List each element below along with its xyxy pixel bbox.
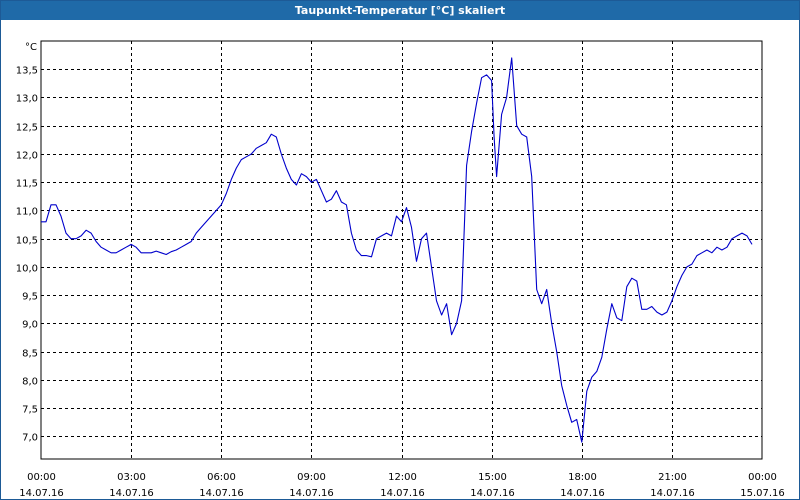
x-tick-date: 14.07.16: [19, 488, 64, 499]
y-tick-labels: 13,5 13,0 12,5 12,0 11,5 11,0 10,5 10,0 9,5 9,0 8,…: [16, 66, 38, 444]
x-tick-time: 09:00: [297, 472, 326, 483]
y-tick-label: 12,0: [16, 151, 38, 162]
x-tick-date: 15.07.16: [740, 488, 785, 499]
chart-title: Taupunkt-Temperatur [°C] skaliert: [1, 1, 799, 20]
y-axis-unit-label: °C: [25, 42, 37, 53]
x-tick-time: 12:00: [388, 472, 417, 483]
x-tick-date: 14.07.16: [650, 488, 695, 499]
gridlines: [41, 41, 762, 459]
y-tick-label: 9,0: [22, 320, 38, 331]
x-tick-time: 21:00: [658, 472, 687, 483]
x-tick-date: 14.07.16: [199, 488, 244, 499]
y-tick-label: 7,0: [22, 433, 38, 444]
x-tick-date: 14.07.16: [109, 488, 154, 499]
y-tick-label: 10,5: [16, 236, 38, 247]
x-tick-date: 14.07.16: [380, 488, 425, 499]
series-line: [41, 57, 753, 443]
x-tick-date: 14.07.16: [289, 488, 334, 499]
y-tick-label: 11,0: [16, 207, 38, 218]
y-tick-label: 13,0: [16, 94, 38, 105]
y-tick-label: 8,0: [22, 377, 38, 388]
x-tick-time: 00:00: [748, 472, 777, 483]
x-tick-time: 00:00: [27, 472, 56, 483]
y-tick-label: 9,5: [22, 292, 38, 303]
x-tick-time: 06:00: [207, 472, 236, 483]
y-tick-label: 7,5: [22, 405, 38, 416]
y-tick-label: 13,5: [16, 66, 38, 77]
plot-frame: [40, 40, 763, 460]
y-tick-label: 12,5: [16, 123, 38, 134]
y-tick-label: 10,0: [16, 264, 38, 275]
x-tick-date: 14.07.16: [470, 488, 515, 499]
x-tick-time: 18:00: [568, 472, 597, 483]
x-tick-time: 15:00: [478, 472, 507, 483]
x-tick-date: 14.07.16: [560, 488, 605, 499]
y-tick-label: 11,5: [16, 179, 38, 190]
x-tick-labels: 00:00 14.07.16 03:00 14.07.16 06:00 14.07.16 0…: [19, 472, 785, 499]
y-tick-label: 8,5: [22, 349, 38, 360]
x-tick-time: 03:00: [117, 472, 146, 483]
